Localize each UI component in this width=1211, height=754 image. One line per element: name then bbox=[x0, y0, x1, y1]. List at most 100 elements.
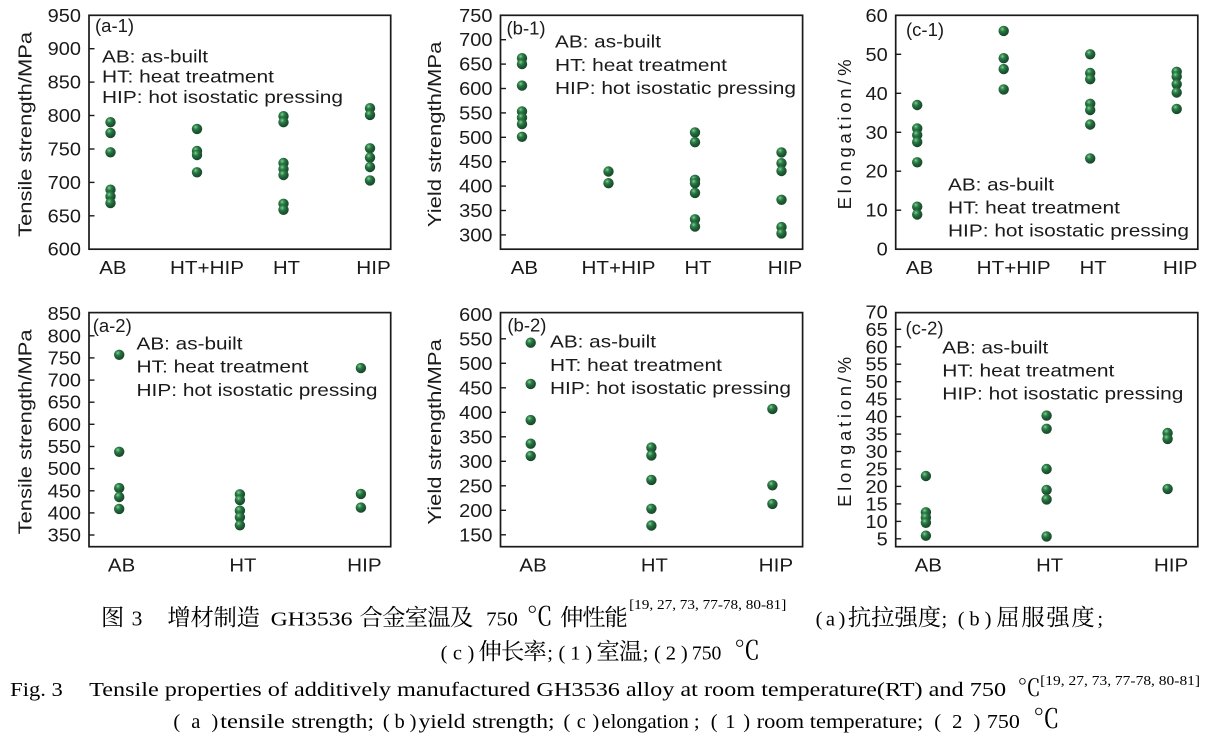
svg-text:HIP: HIP bbox=[347, 554, 382, 575]
svg-text:Yield strength/MPa: Yield strength/MPa bbox=[424, 41, 445, 227]
svg-text:950: 950 bbox=[48, 5, 81, 26]
svg-text:AB: AB bbox=[511, 257, 538, 278]
svg-text:Elongation/%: Elongation/% bbox=[834, 59, 855, 209]
svg-text:HIP: hot isostatic pressing: HIP: hot isostatic pressing bbox=[942, 384, 1183, 404]
svg-text:;: ; bbox=[547, 643, 553, 665]
svg-text:0: 0 bbox=[877, 239, 888, 260]
svg-text:(b-2): (b-2) bbox=[507, 315, 546, 336]
svg-text:HT: heat treatment: HT: heat treatment bbox=[942, 361, 1114, 381]
svg-text:550: 550 bbox=[48, 436, 81, 457]
svg-text:450: 450 bbox=[459, 151, 492, 172]
svg-text:(a-1): (a-1) bbox=[95, 15, 134, 36]
svg-text:(a-2): (a-2) bbox=[93, 315, 132, 336]
svg-text:25: 25 bbox=[866, 459, 888, 480]
svg-text:HT: heat treatment: HT: heat treatment bbox=[948, 198, 1120, 218]
svg-text:800: 800 bbox=[48, 105, 81, 126]
svg-text:400: 400 bbox=[48, 502, 81, 523]
svg-text:(c-1): (c-1) bbox=[906, 19, 944, 40]
svg-text:500: 500 bbox=[459, 353, 492, 374]
svg-text:yield: yield bbox=[419, 711, 466, 733]
svg-text:HT: heat treatment: HT: heat treatment bbox=[102, 67, 274, 87]
svg-text:AB: as-built: AB: as-built bbox=[102, 46, 208, 66]
svg-text:Tensile properties of additive: Tensile properties of additively manufac… bbox=[89, 679, 1006, 701]
svg-text:50: 50 bbox=[866, 371, 888, 392]
svg-text:20: 20 bbox=[866, 476, 888, 497]
svg-text:HIP: hot isostatic pressing: HIP: hot isostatic pressing bbox=[550, 378, 791, 398]
svg-text:AB: AB bbox=[108, 554, 135, 575]
svg-text:AB: as-built: AB: as-built bbox=[942, 338, 1048, 358]
svg-text:HIP: HIP bbox=[759, 554, 794, 575]
svg-text:650: 650 bbox=[459, 54, 492, 75]
svg-text:35: 35 bbox=[866, 424, 888, 445]
svg-text:15: 15 bbox=[866, 493, 888, 514]
svg-text:30: 30 bbox=[866, 441, 888, 462]
svg-text:HIP: hot isostatic pressing: HIP: hot isostatic pressing bbox=[137, 380, 378, 400]
svg-text:3: 3 bbox=[132, 607, 143, 631]
svg-text:45: 45 bbox=[866, 389, 888, 410]
svg-text:900: 900 bbox=[48, 38, 81, 59]
svg-text:350: 350 bbox=[48, 525, 81, 546]
svg-text:HT: HT bbox=[1036, 554, 1063, 575]
svg-text:Tensile strength/MPa: Tensile strength/MPa bbox=[15, 31, 36, 237]
svg-text:(c-2): (c-2) bbox=[906, 318, 944, 339]
svg-text:150: 150 bbox=[459, 524, 492, 545]
svg-text:300: 300 bbox=[459, 451, 492, 472]
svg-text:(c): (c) bbox=[564, 711, 600, 733]
svg-text:AB: as-built: AB: as-built bbox=[137, 334, 243, 354]
svg-text:strength;: strength; bbox=[292, 711, 375, 733]
svg-text:HT: heat treatment: HT: heat treatment bbox=[137, 357, 309, 377]
svg-text:AB: as-built: AB: as-built bbox=[555, 32, 661, 52]
svg-text:750: 750 bbox=[48, 139, 81, 160]
svg-text:(a): (a) bbox=[173, 711, 218, 733]
svg-text:(1): (1) bbox=[711, 711, 750, 733]
svg-text:50: 50 bbox=[866, 44, 888, 65]
svg-text:400: 400 bbox=[459, 176, 492, 197]
svg-text:HIP: HIP bbox=[356, 257, 391, 278]
svg-text:;: ; bbox=[643, 643, 649, 665]
svg-text:(b): (b) bbox=[958, 609, 992, 631]
svg-text:[19, 27, 73, 77-78, 80-81]: [19, 27, 73, 77-78, 80-81] bbox=[1040, 674, 1200, 689]
svg-text:HT: HT bbox=[685, 257, 712, 278]
svg-text:HIP: hot isostatic pressing: HIP: hot isostatic pressing bbox=[102, 87, 343, 107]
svg-text:[19, 27, 73, 77-78, 80-81]: [19, 27, 73, 77-78, 80-81] bbox=[629, 598, 786, 613]
svg-text:20: 20 bbox=[866, 161, 888, 182]
svg-text:10: 10 bbox=[866, 511, 888, 532]
svg-text:Fig. 3: Fig. 3 bbox=[10, 679, 63, 701]
svg-text:800: 800 bbox=[48, 325, 81, 346]
svg-text:700: 700 bbox=[459, 29, 492, 50]
svg-text:AB: AB bbox=[519, 554, 546, 575]
svg-text:600: 600 bbox=[459, 304, 492, 325]
svg-text:10: 10 bbox=[866, 200, 888, 221]
svg-text:HT: heat treatment: HT: heat treatment bbox=[550, 355, 722, 375]
svg-text:700: 700 bbox=[48, 172, 81, 193]
svg-text:(1): (1) bbox=[559, 643, 593, 665]
svg-text:HIP: hot isostatic pressing: HIP: hot isostatic pressing bbox=[948, 221, 1189, 241]
svg-text:65: 65 bbox=[866, 319, 888, 340]
svg-text:HT: HT bbox=[273, 257, 300, 278]
svg-text:(a): (a) bbox=[816, 609, 846, 631]
svg-text:60: 60 bbox=[866, 336, 888, 357]
svg-text:750: 750 bbox=[692, 643, 722, 665]
svg-text:650: 650 bbox=[48, 392, 81, 413]
svg-text:(b-1): (b-1) bbox=[507, 18, 546, 39]
svg-text:HT: HT bbox=[641, 554, 668, 575]
svg-text:Tensile strength/MPa: Tensile strength/MPa bbox=[15, 329, 36, 535]
svg-text:HT+HIP: HT+HIP bbox=[582, 257, 656, 278]
svg-text:850: 850 bbox=[48, 303, 81, 324]
svg-text:650: 650 bbox=[48, 205, 81, 226]
svg-text:HT+HIP: HT+HIP bbox=[977, 257, 1051, 278]
svg-text:30: 30 bbox=[866, 122, 888, 143]
svg-text:450: 450 bbox=[459, 377, 492, 398]
svg-text:750: 750 bbox=[486, 609, 518, 631]
svg-text:500: 500 bbox=[459, 127, 492, 148]
svg-text:HIP: HIP bbox=[1154, 554, 1189, 575]
svg-text:350: 350 bbox=[459, 200, 492, 221]
svg-text:HT: HT bbox=[1080, 257, 1107, 278]
svg-text:550: 550 bbox=[459, 102, 492, 123]
svg-text:AB: AB bbox=[915, 554, 942, 575]
svg-text:(c): (c) bbox=[441, 643, 475, 665]
svg-text:(2): (2) bbox=[654, 643, 688, 665]
svg-text:70: 70 bbox=[866, 301, 888, 322]
svg-text:Elongation/%: Elongation/% bbox=[834, 357, 855, 507]
svg-text:350: 350 bbox=[459, 426, 492, 447]
